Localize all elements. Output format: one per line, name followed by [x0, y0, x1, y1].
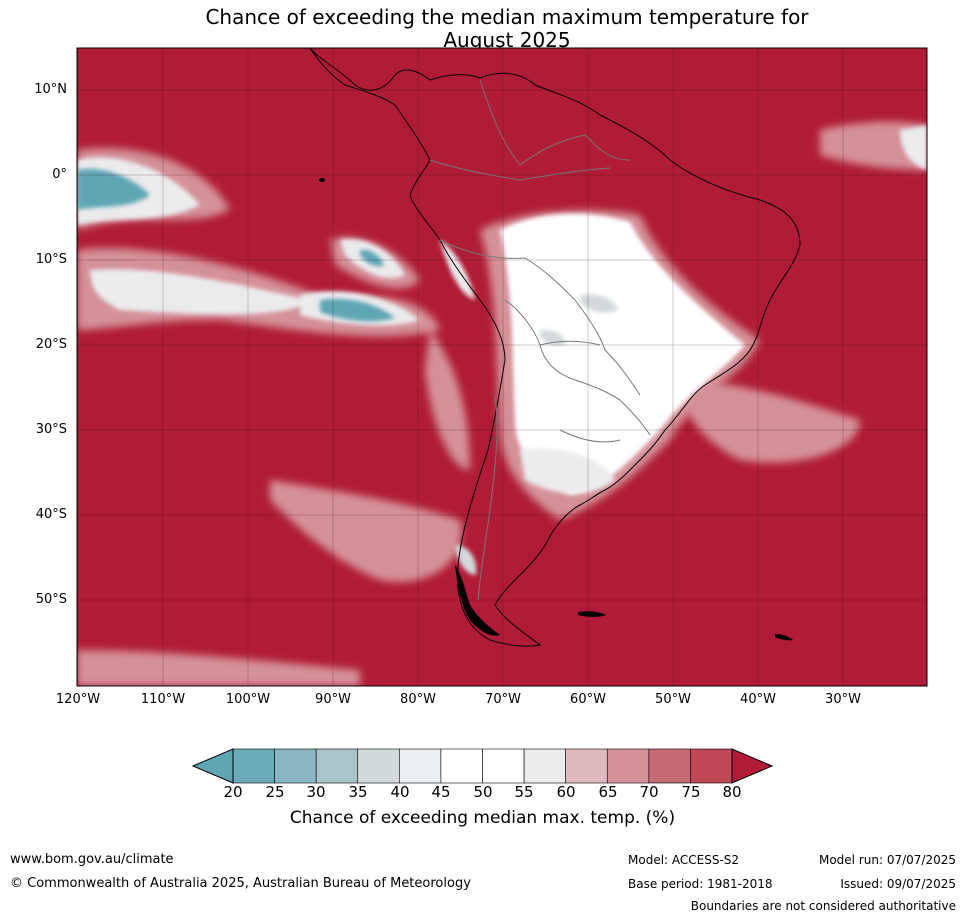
lon-label-60w: 60°W — [570, 692, 606, 707]
colorbar-label-80: 80 — [722, 783, 742, 801]
colorbar-label-60: 60 — [556, 783, 576, 801]
lon-label-70w: 70°W — [485, 692, 521, 707]
footer-base-period: Base period: 1981-2018 — [628, 877, 773, 891]
colorbar-swatch — [523, 748, 566, 784]
colorbar — [191, 748, 774, 784]
lon-label-120w: 120°W — [55, 692, 101, 707]
colorbar-label-50: 50 — [473, 783, 493, 801]
colorbar-low-arrow — [191, 748, 234, 784]
footer-issued: Issued: 09/07/2025 — [840, 877, 956, 891]
title-line-2: August 2025 — [443, 28, 571, 52]
footer-copyright: © Commonwealth of Australia 2025, Austra… — [10, 876, 471, 891]
lon-label-50w: 50°W — [655, 692, 691, 707]
islands — [319, 178, 793, 641]
colorbar-swatch — [399, 748, 442, 784]
colorbar-swatch — [315, 748, 359, 784]
lon-label-100w: 100°W — [225, 692, 271, 707]
coastline — [309, 48, 801, 647]
colorbar-label-40: 40 — [390, 783, 410, 801]
colorbar-swatch — [232, 748, 275, 784]
colorbar-label-75: 75 — [681, 783, 701, 801]
colorbar-swatch — [274, 748, 317, 784]
lat-label-0: 0° — [52, 167, 67, 182]
lat-label-30s: 30°S — [35, 422, 67, 437]
colorbar-label-55: 55 — [514, 783, 534, 801]
colorbar-swatch — [357, 748, 400, 784]
colorbar-label-65: 65 — [598, 783, 618, 801]
colorbar-swatch — [690, 748, 733, 784]
title-line-1: Chance of exceeding the median maximum t… — [205, 5, 809, 29]
colorbar-high-arrow — [731, 748, 774, 784]
colorbar-label-20: 20 — [223, 783, 243, 801]
lon-label-90w: 90°W — [315, 692, 351, 707]
lon-label-80w: 80°W — [400, 692, 436, 707]
footer-model: Model: ACCESS-S2 — [628, 853, 740, 867]
colorbar-swatch — [565, 748, 608, 784]
footer-disclaimer: Boundaries are not considered authoritat… — [690, 899, 956, 913]
colorbar-label-25: 25 — [265, 783, 285, 801]
footer-website: www.bom.gov.au/climate — [10, 852, 174, 867]
colorbar-swatch — [440, 748, 483, 784]
lat-label-10s: 10°S — [35, 252, 67, 267]
colorbar-title: Chance of exceeding median max. temp. (%… — [289, 808, 676, 828]
colorbar-label-45: 45 — [431, 783, 451, 801]
colorbar-label-35: 35 — [348, 783, 368, 801]
colorbar-swatch — [482, 748, 525, 784]
map-field — [77, 48, 927, 686]
lat-label-10n: 10°N — [34, 82, 67, 97]
chart-title: Chance of exceeding the median maximum t… — [0, 6, 965, 52]
country-borders — [429, 79, 651, 601]
lat-label-50s: 50°S — [35, 592, 67, 607]
lon-label-110w: 110°W — [140, 692, 186, 707]
colorbar-swatch — [648, 748, 691, 784]
colorbar-label-70: 70 — [639, 783, 659, 801]
footer-model-run: Model run: 07/07/2025 — [818, 853, 956, 867]
colorbar-label-30: 30 — [306, 783, 326, 801]
lat-label-40s: 40°S — [35, 507, 67, 522]
lon-label-40w: 40°W — [740, 692, 776, 707]
colorbar-swatch — [606, 748, 650, 784]
lon-label-30w: 30°W — [825, 692, 861, 707]
lat-label-20s: 20°S — [35, 337, 67, 352]
map-frame — [76, 47, 928, 687]
gridlines — [77, 48, 927, 686]
